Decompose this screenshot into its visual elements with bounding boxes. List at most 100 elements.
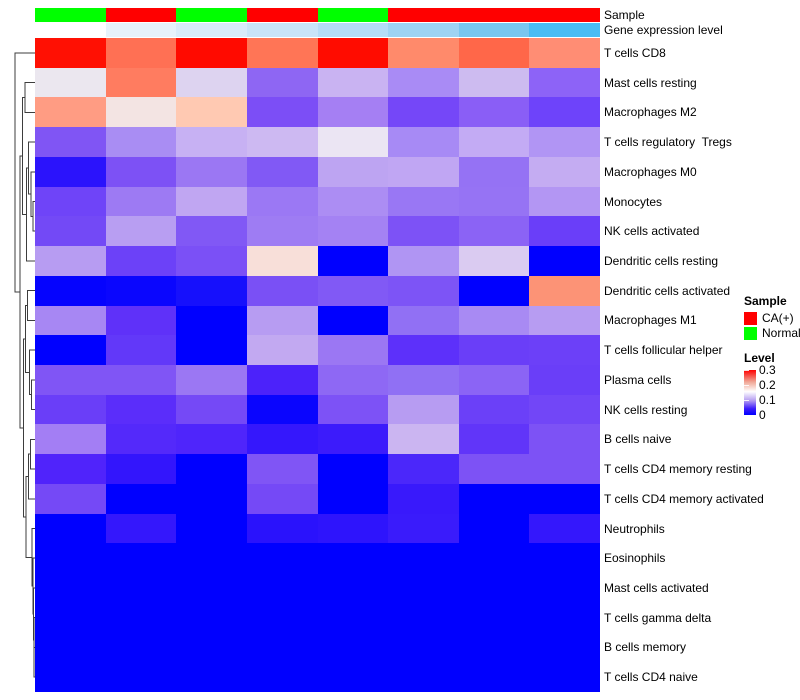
gene-expression-segment bbox=[388, 23, 459, 37]
row-label: T cells CD4 memory activated bbox=[604, 491, 764, 506]
heatmap-cell bbox=[388, 305, 459, 336]
heatmap-cell bbox=[458, 632, 530, 663]
heatmap-cell bbox=[388, 246, 459, 276]
row-label: T cells CD8 bbox=[604, 45, 666, 60]
legend-sample-item: Normal bbox=[744, 326, 800, 340]
heatmap-cell bbox=[317, 97, 389, 128]
heatmap-cell bbox=[458, 275, 530, 306]
row-label: B cells naive bbox=[604, 432, 672, 447]
heatmap-cell bbox=[317, 543, 389, 574]
heatmap-cell bbox=[176, 483, 247, 514]
heatmap-cell bbox=[35, 67, 106, 98]
heatmap-cell bbox=[317, 513, 389, 544]
row-dendrogram bbox=[14, 52, 36, 678]
heatmap-cell bbox=[35, 573, 106, 603]
heatmap-cell bbox=[388, 602, 459, 633]
heatmap-cell bbox=[35, 543, 106, 574]
heatmap-cell bbox=[246, 216, 318, 247]
heatmap-cell bbox=[458, 156, 530, 187]
heatmap-cell bbox=[458, 127, 530, 157]
heatmap-cell bbox=[317, 573, 389, 603]
heatmap-cell bbox=[388, 275, 459, 306]
gene-expression-segment bbox=[246, 23, 318, 37]
heatmap-cell bbox=[35, 246, 106, 276]
sample-annotation-segment bbox=[35, 8, 106, 22]
heatmap-cell bbox=[105, 97, 177, 128]
heatmap-cell bbox=[458, 97, 530, 128]
heatmap-cell bbox=[176, 602, 247, 633]
heatmap-cell bbox=[246, 97, 318, 128]
heatmap-cell bbox=[176, 305, 247, 336]
sample-annotation-segment bbox=[458, 8, 530, 22]
heatmap-cell bbox=[176, 454, 247, 484]
heatmap-cell bbox=[529, 543, 600, 574]
heatmap-cell bbox=[176, 97, 247, 128]
row-label: T cells CD4 naive bbox=[604, 670, 698, 685]
legend: Sample CA(+) Normal Level 0.3 0.2 0.1 0 bbox=[744, 294, 800, 422]
heatmap-cell bbox=[388, 156, 459, 187]
row-label: NK cells resting bbox=[604, 402, 688, 417]
heatmap-cell bbox=[246, 305, 318, 336]
heatmap-cell bbox=[529, 632, 600, 663]
heatmap-cell bbox=[246, 394, 318, 425]
heatmap-cell bbox=[246, 513, 318, 544]
heatmap-cell bbox=[105, 364, 177, 395]
heatmap-cell bbox=[176, 216, 247, 247]
heatmap-cell bbox=[388, 454, 459, 484]
heatmap-cell bbox=[105, 573, 177, 603]
heatmap-cell bbox=[317, 662, 389, 692]
heatmap-cell bbox=[246, 364, 318, 395]
heatmap-cell bbox=[458, 38, 530, 68]
heatmap-cell bbox=[388, 543, 459, 574]
heatmap-cell bbox=[105, 662, 177, 692]
heatmap-cell bbox=[388, 513, 459, 544]
heatmap-cell bbox=[176, 127, 247, 157]
sample-annotation-segment bbox=[388, 8, 459, 22]
heatmap-cell bbox=[388, 662, 459, 692]
heatmap-cell bbox=[388, 632, 459, 663]
heatmap-cell bbox=[317, 156, 389, 187]
heatmap-cell bbox=[246, 127, 318, 157]
heatmap-cell bbox=[529, 127, 600, 157]
row-label: T cells regulatory Tregs bbox=[604, 135, 732, 150]
sample-annotation-label: Sample bbox=[604, 7, 645, 22]
heatmap-cell bbox=[176, 513, 247, 544]
legend-sample-items: CA(+) Normal bbox=[744, 311, 800, 340]
heatmap-cell bbox=[176, 424, 247, 455]
heatmap-cell bbox=[458, 186, 530, 217]
row-label: T cells gamma delta bbox=[604, 610, 712, 625]
heatmap-cell bbox=[176, 364, 247, 395]
heatmap-cell bbox=[35, 97, 106, 128]
heatmap-cell bbox=[105, 67, 177, 98]
heatmap-cell bbox=[35, 38, 106, 68]
heatmap-cell bbox=[105, 127, 177, 157]
heatmap-cell bbox=[388, 186, 459, 217]
heatmap-cell bbox=[105, 454, 177, 484]
level-tick-mark bbox=[744, 400, 749, 401]
row-label: B cells memory bbox=[604, 640, 687, 655]
heatmap-cell bbox=[458, 513, 530, 544]
row-label: Macrophages M1 bbox=[604, 313, 697, 328]
heatmap-cell bbox=[35, 602, 106, 633]
row-label: Mast cells activated bbox=[604, 580, 709, 595]
row-label: Dendritic cells activated bbox=[604, 283, 731, 298]
heatmap-cell bbox=[105, 424, 177, 455]
heatmap-cell bbox=[176, 186, 247, 217]
heatmap-cell bbox=[529, 573, 600, 603]
heatmap-cell bbox=[176, 275, 247, 306]
sample-annotation-segment bbox=[529, 8, 600, 22]
heatmap-cell bbox=[317, 305, 389, 336]
row-label: Dendritic cells resting bbox=[604, 253, 719, 268]
heatmap-cell bbox=[458, 246, 530, 276]
heatmap-cell bbox=[317, 67, 389, 98]
heatmap-cell bbox=[105, 632, 177, 663]
gene-expression-segment bbox=[458, 23, 530, 37]
row-label: Eosinophils bbox=[604, 551, 666, 566]
heatmap-cell bbox=[105, 543, 177, 574]
heatmap-cell bbox=[105, 246, 177, 276]
heatmap-cell bbox=[105, 186, 177, 217]
heatmap-cell bbox=[246, 67, 318, 98]
heatmap-cell bbox=[458, 543, 530, 574]
legend-level-body: 0.3 0.2 0.1 0 bbox=[744, 363, 800, 422]
heatmap-cell bbox=[529, 364, 600, 395]
